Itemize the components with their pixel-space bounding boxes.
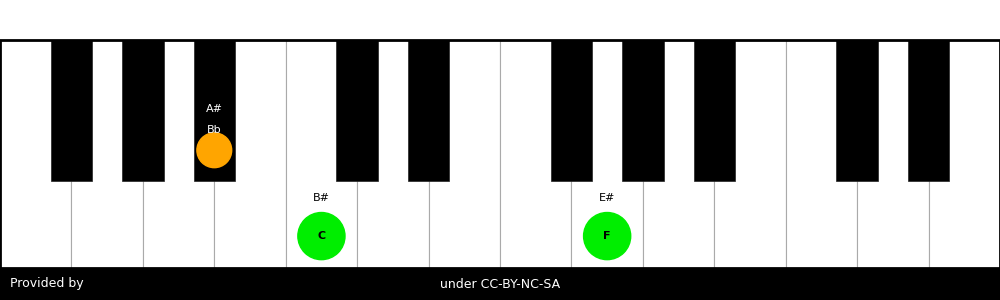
Bar — [0, 40, 71, 268]
Circle shape — [298, 212, 345, 260]
Circle shape — [197, 133, 232, 168]
Bar — [622, 40, 664, 182]
Text: B#: B# — [313, 193, 330, 203]
Bar — [714, 40, 786, 268]
Bar — [122, 40, 164, 182]
Text: A#: A# — [206, 104, 223, 114]
Bar — [786, 40, 857, 268]
Bar — [71, 40, 143, 268]
Bar — [500, 40, 571, 268]
Bar — [571, 40, 643, 268]
Bar — [908, 40, 949, 182]
Bar — [929, 40, 1000, 268]
Bar — [143, 40, 214, 268]
Text: E#: E# — [599, 193, 615, 203]
Bar — [694, 40, 735, 182]
Bar — [0, 268, 1000, 300]
Bar — [643, 40, 714, 268]
Text: F: F — [603, 231, 611, 241]
Bar — [214, 40, 286, 268]
Bar — [551, 40, 592, 182]
Bar — [0, 40, 1000, 268]
Bar — [357, 40, 429, 268]
Bar — [836, 40, 878, 182]
Bar — [194, 40, 235, 182]
Bar — [51, 40, 92, 182]
Bar — [429, 40, 500, 268]
Text: Provided by: Provided by — [10, 278, 84, 290]
Bar — [857, 40, 929, 268]
Bar — [408, 40, 449, 182]
Text: Bb: Bb — [207, 124, 222, 135]
Bar — [336, 40, 378, 182]
Text: C: C — [317, 231, 325, 241]
Circle shape — [584, 212, 631, 260]
Bar — [286, 40, 357, 268]
Text: under CC-BY-NC-SA: under CC-BY-NC-SA — [440, 278, 560, 290]
